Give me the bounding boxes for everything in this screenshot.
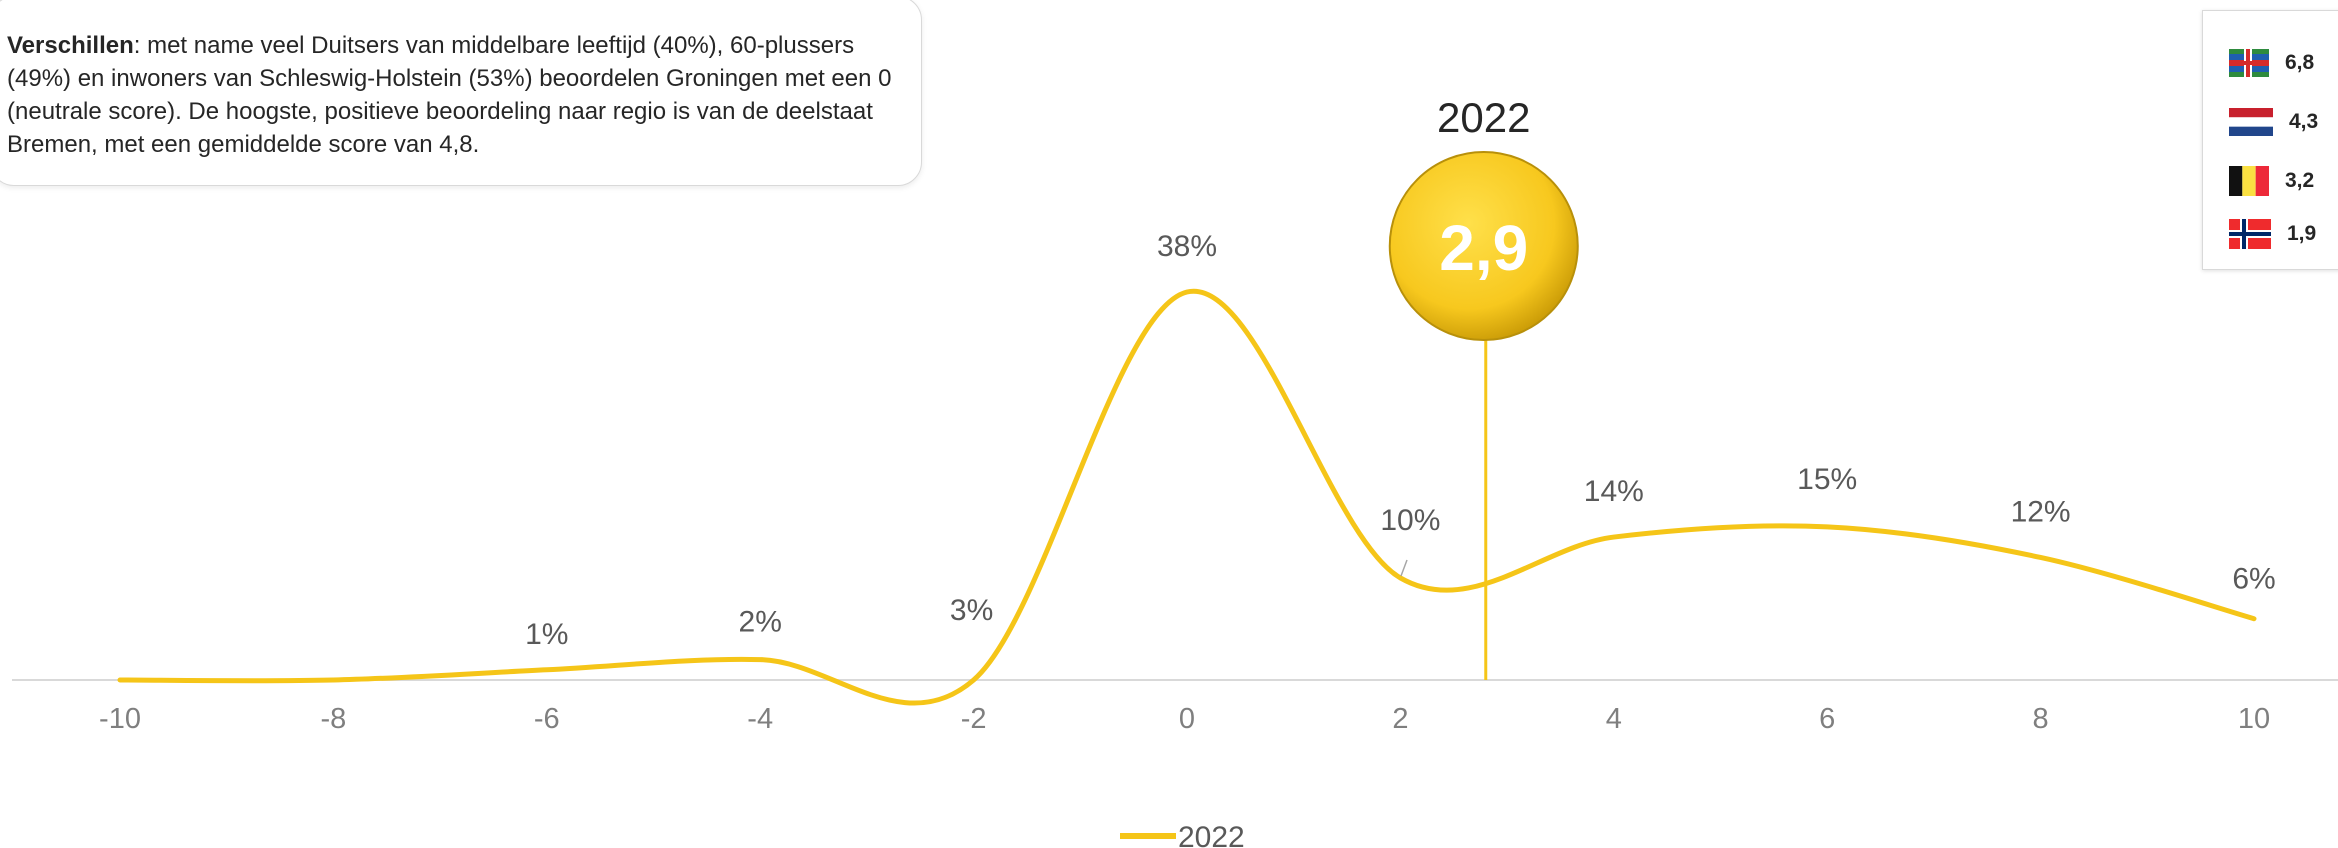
data-label: 38% — [1157, 230, 1217, 263]
data-label: 12% — [2011, 495, 2071, 528]
note-heading: Verschillen — [7, 32, 134, 59]
data-label: 1% — [525, 618, 568, 651]
x-tick-label: -6 — [534, 703, 560, 735]
label-leader-line — [1400, 559, 1408, 577]
x-tick-label: -10 — [99, 703, 141, 735]
data-label: 2% — [739, 606, 782, 639]
x-axis-ticks: -10 -8 -6 -4 -2 0 2 4 6 8 10 — [99, 703, 2270, 735]
norway-flag-icon — [2229, 219, 2271, 249]
netherlands-flag-icon — [2229, 108, 2273, 136]
note-text: : met name veel Duitsers van middelbare … — [7, 32, 892, 158]
flag-value-netherlands: 4,3 — [2289, 110, 2319, 133]
flag-row-groningen: 6,8 — [2229, 43, 2314, 83]
flag-value-norway: 1,9 — [2287, 222, 2317, 245]
flag-row-netherlands: 4,3 — [2229, 102, 2318, 142]
x-tick-label: 8 — [2033, 703, 2049, 735]
x-tick-label: -4 — [747, 703, 773, 735]
data-label: 10% — [1380, 504, 1440, 537]
x-tick-label: 6 — [1819, 703, 1835, 735]
x-tick-label: 10 — [2238, 703, 2270, 735]
groningen-flag-icon — [2229, 49, 2269, 77]
average-year-label: 2022 — [1437, 94, 1530, 141]
average-score-value: 2,9 — [1439, 212, 1528, 284]
data-label: 14% — [1584, 475, 1644, 508]
average-score-badge — [1388, 151, 1579, 341]
flag-score-legend: 6,8 4,3 3,2 1,9 — [2202, 10, 2338, 270]
data-label: 6% — [2232, 563, 2275, 596]
data-label: 3% — [950, 594, 993, 627]
flag-row-belgium: 3,2 — [2229, 161, 2314, 201]
flag-value-belgium: 3,2 — [2285, 169, 2315, 192]
x-tick-label: -2 — [961, 703, 987, 735]
belgium-flag-icon — [2229, 166, 2269, 196]
data-label: 15% — [1797, 463, 1857, 496]
data-labels: 1% 2% 3% 38% 10% 14% 15% 12% 6% — [525, 230, 2276, 651]
x-tick-label: -8 — [321, 703, 347, 735]
x-tick-label: 2 — [1392, 703, 1408, 735]
differences-note: Verschillen: met name veel Duitsers van … — [0, 0, 922, 186]
x-tick-label: 4 — [1606, 703, 1622, 735]
legend-label-2022: 2022 — [1178, 821, 1245, 848]
flag-row-norway: 1,9 — [2229, 214, 2316, 254]
series-line-2022 — [117, 288, 2257, 706]
flag-value-groningen: 6,8 — [2285, 51, 2315, 74]
legend: 2022 — [1120, 821, 1245, 848]
x-tick-label: 0 — [1179, 703, 1195, 735]
